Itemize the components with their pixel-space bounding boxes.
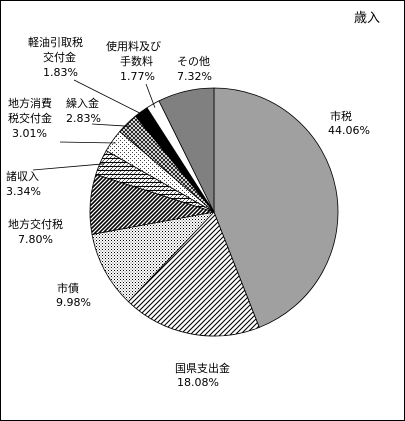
pie-slices bbox=[89, 87, 339, 337]
leader-line-7 bbox=[73, 79, 144, 116]
label-kokken-value: 18.08% bbox=[177, 376, 219, 389]
label-sonota-value: 7.32% bbox=[177, 70, 212, 83]
label-chihoukofu-name: 地方交付税 bbox=[8, 217, 63, 231]
label-shizei-name: 市税 bbox=[330, 109, 352, 123]
leader-lines bbox=[32, 79, 156, 171]
leader-line-4 bbox=[32, 163, 105, 171]
label-keiyu-name-2: 交付金 bbox=[43, 50, 76, 64]
label-shisai-name: 市債 bbox=[57, 281, 79, 295]
label-shizei-value: 44.06% bbox=[328, 124, 370, 137]
label-chihoushouhi-name-1: 地方消費 bbox=[8, 96, 52, 110]
leader-line-8 bbox=[145, 83, 156, 108]
label-shoshu-value: 3.34% bbox=[6, 185, 41, 198]
label-shiyouryou-name-2: 手数料 bbox=[120, 54, 153, 68]
label-chihoukofu-value: 7.80% bbox=[18, 233, 53, 246]
label-shisai-value: 9.98% bbox=[56, 296, 91, 309]
label-kokken-name: 国県支出金 bbox=[175, 361, 230, 375]
label-sonota-name: その他 bbox=[177, 55, 210, 68]
label-keiyu-value: 1.83% bbox=[43, 66, 78, 79]
pie-slice-9 bbox=[158, 87, 215, 213]
label-shiyouryou-value: 1.77% bbox=[120, 70, 155, 83]
chart-title: 歳入 bbox=[354, 11, 380, 26]
label-kuriire-value: 2.83% bbox=[66, 112, 101, 125]
label-shoshu-name: 諸収入 bbox=[6, 169, 39, 183]
leader-line-5 bbox=[59, 141, 116, 144]
leader-line-6 bbox=[91, 123, 131, 127]
pie-slice-2 bbox=[91, 211, 216, 303]
label-chihoushouhi-value: 3.01% bbox=[12, 127, 47, 140]
label-shiyouryou-name-1: 使用料及び bbox=[106, 39, 161, 53]
label-kuriire-name: 繰入金 bbox=[66, 96, 99, 110]
label-keiyu-name-1: 軽油引取税 bbox=[28, 35, 83, 49]
label-chihoushouhi-name-2: 税交付金 bbox=[8, 111, 52, 125]
pie-slice-0 bbox=[213, 87, 339, 328]
pie-slice-1 bbox=[127, 211, 260, 337]
